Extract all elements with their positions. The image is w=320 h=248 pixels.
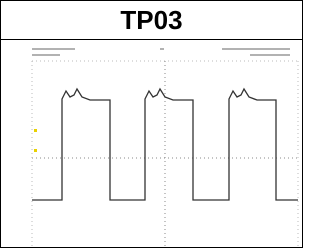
scope-image [0, 39, 303, 248]
channel-markers [34, 129, 37, 152]
grid [32, 61, 298, 248]
title: TP03 [1, 1, 302, 40]
header-text-lines [32, 49, 290, 55]
